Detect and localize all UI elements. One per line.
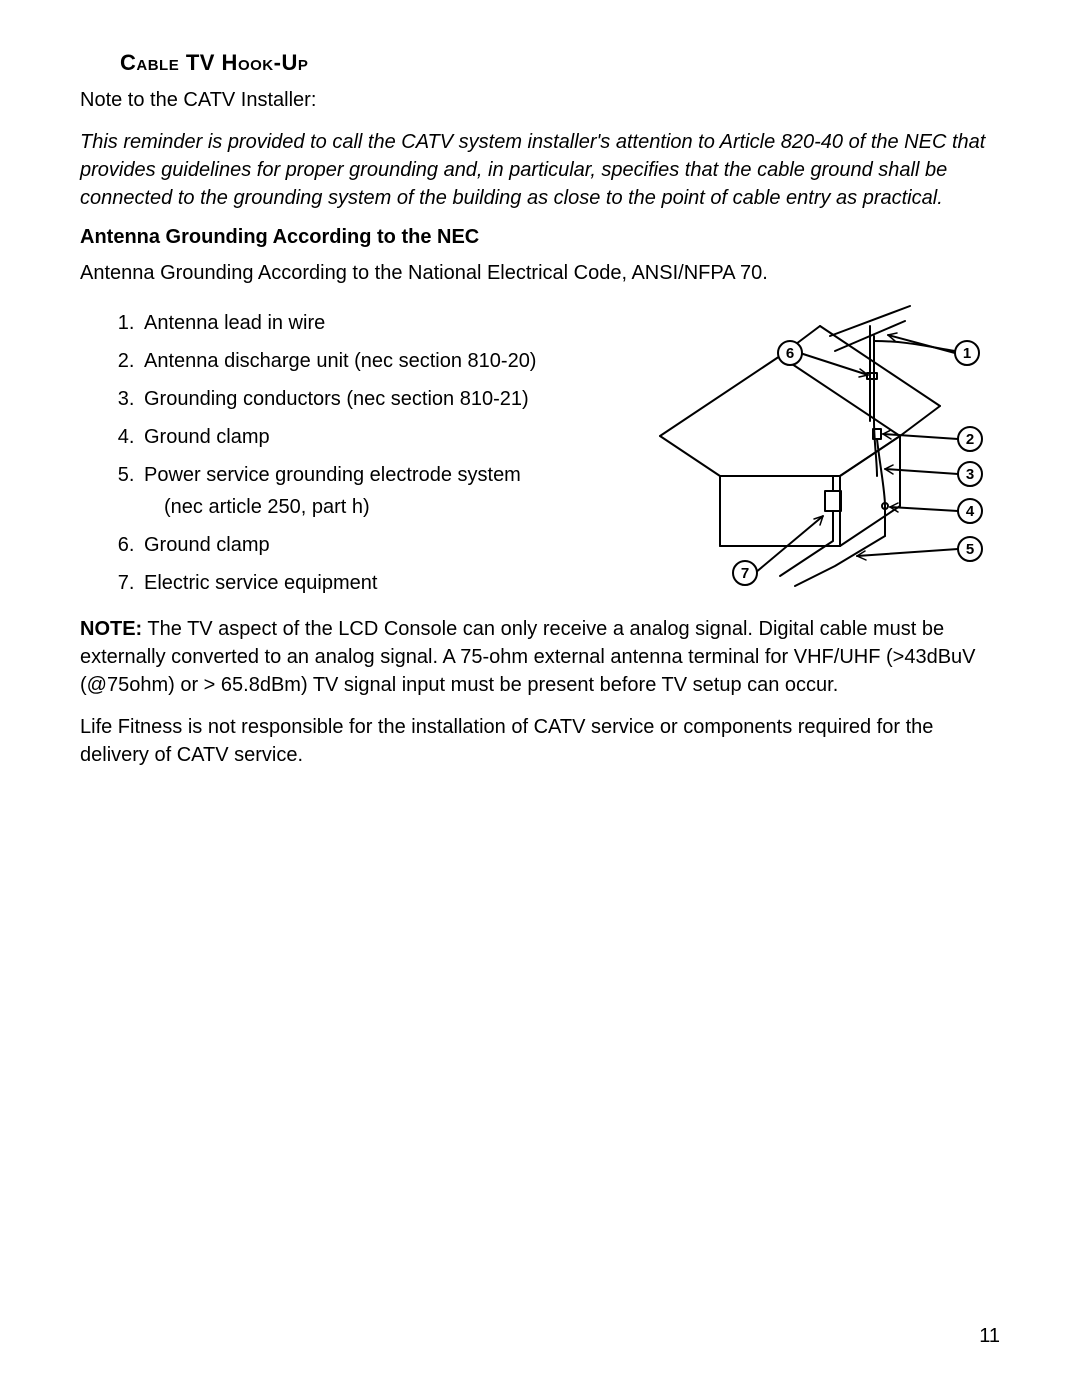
list-subtext: (nec article 250, part h) xyxy=(144,491,610,523)
list-text: Electric service equipment xyxy=(144,572,377,594)
list-item: Grounding conductors (nec section 810-21… xyxy=(140,383,610,415)
diagram-callout: 2 xyxy=(958,427,982,451)
list-item: Ground clamp xyxy=(140,421,610,453)
diagram-callout: 6 xyxy=(778,341,802,365)
list-text: Grounding conductors (nec section 810-21… xyxy=(144,388,529,410)
list-text: Ground clamp xyxy=(144,426,270,448)
diagram-callout: 7 xyxy=(733,561,757,585)
note-paragraph: NOTE: The TV aspect of the LCD Console c… xyxy=(80,615,1000,699)
callout-label: 6 xyxy=(786,345,794,362)
diagram-callout: 4 xyxy=(958,499,982,523)
subheading: Antenna Grounding According to the NEC xyxy=(80,226,1000,249)
list-item: Ground clamp xyxy=(140,529,610,561)
section-title: Cable TV Hook-Up xyxy=(120,50,1000,76)
diagram-callout: 5 xyxy=(958,537,982,561)
diagram-callout: 3 xyxy=(958,462,982,486)
callout-label: 3 xyxy=(966,466,974,483)
callout-label: 1 xyxy=(963,345,971,362)
callout-label: 7 xyxy=(741,565,749,582)
intro-note: Note to the CATV Installer: xyxy=(80,86,1000,114)
disclaimer: Life Fitness is not responsible for the … xyxy=(80,713,1000,769)
list-text: Antenna discharge unit (nec section 810-… xyxy=(144,350,536,372)
list-item: Electric service equipment xyxy=(140,567,610,599)
numbered-list: Antenna lead in wire Antenna discharge u… xyxy=(80,307,610,599)
list-text: Antenna lead in wire xyxy=(144,312,325,334)
page-number: 11 xyxy=(979,1325,1000,1348)
callout-label: 2 xyxy=(966,431,974,448)
list-item: Power service grounding electrode system… xyxy=(140,459,610,523)
callout-label: 4 xyxy=(966,503,975,520)
list-item: Antenna lead in wire xyxy=(140,307,610,339)
grounding-diagram: 6 1 2 3 4 xyxy=(620,301,1000,596)
sub-intro: Antenna Grounding According to the Natio… xyxy=(80,259,1000,287)
list-item: Antenna discharge unit (nec section 810-… xyxy=(140,345,610,377)
note-text: The TV aspect of the LCD Console can onl… xyxy=(80,618,976,696)
reminder-paragraph: This reminder is provided to call the CA… xyxy=(80,128,1000,212)
list-text: Ground clamp xyxy=(144,534,270,556)
diagram-callout: 1 xyxy=(955,341,979,365)
list-text: Power service grounding electrode system xyxy=(144,464,521,486)
callout-label: 5 xyxy=(966,541,974,558)
note-label: NOTE: xyxy=(80,618,142,640)
